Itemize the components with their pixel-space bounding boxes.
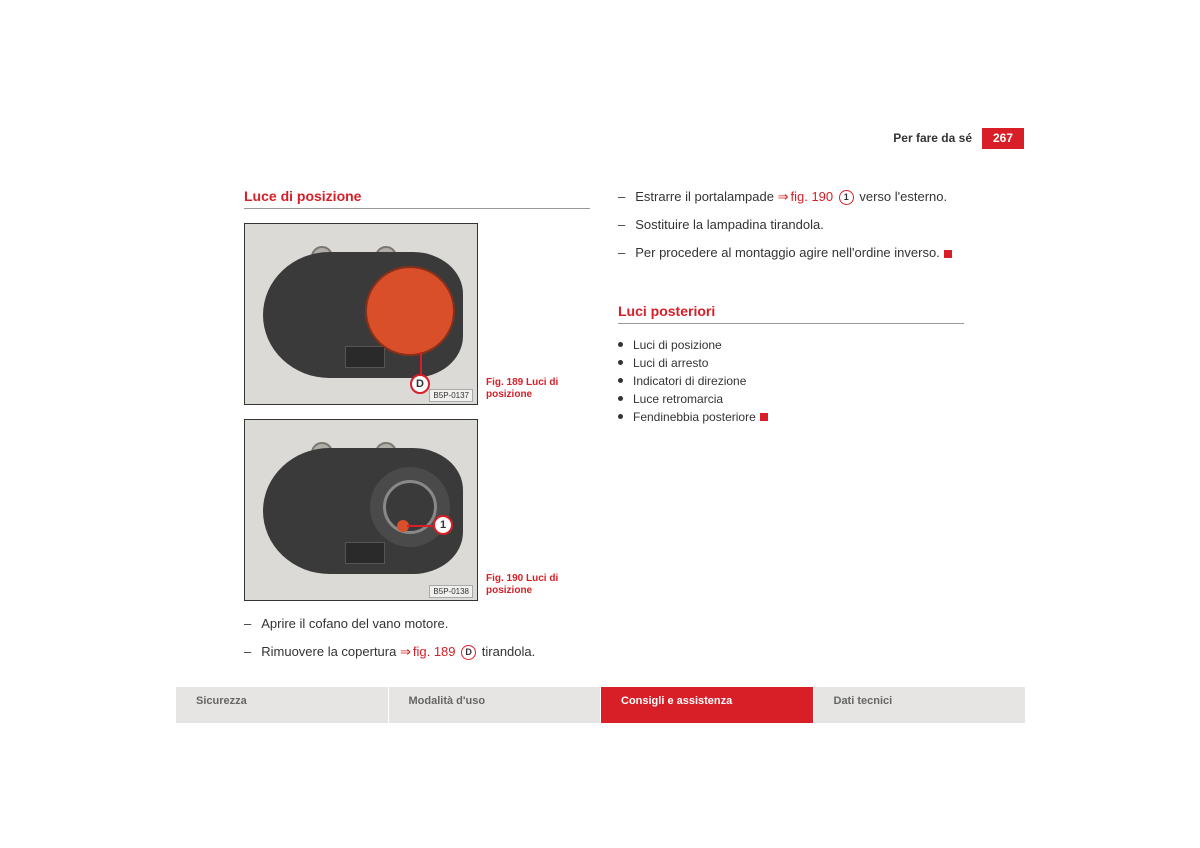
arrow-icon: ⇒ [778, 189, 789, 204]
bullet-icon [618, 360, 623, 365]
figure-number: Fig. 189 [486, 377, 523, 388]
bullet-icon [618, 342, 623, 347]
left-steps: – Aprire il cofano del vano motore. – Ri… [244, 615, 590, 661]
marker-d-label: D [416, 378, 424, 390]
callout-line [420, 352, 422, 376]
bullet-text: Fendinebbia posteriore [633, 410, 768, 424]
step-text: Per procedere al montaggio agire nell'or… [635, 244, 952, 262]
arrow-icon: ⇒ [400, 644, 411, 659]
right-steps: – Estrarre il portalampade ⇒fig. 190 1 v… [618, 188, 964, 263]
list-item: – Aprire il cofano del vano motore. [244, 615, 590, 633]
left-column: Luce di posizione D B5P-0137 [244, 188, 590, 671]
figure-190-block: 1 B5P-0138 Fig. 190 Luci di posizione [244, 419, 590, 601]
tab-dati-tecnici[interactable]: Dati tecnici [814, 687, 1027, 723]
tab-consigli-assistenza[interactable]: Consigli e assistenza [601, 687, 814, 723]
figure-190-image: 1 B5P-0138 [244, 419, 478, 601]
heading-luci-posteriori: Luci posteriori [618, 303, 964, 324]
list-item: Indicatori di direzione [618, 374, 964, 388]
callout-line [407, 525, 435, 527]
marker-1-label: 1 [440, 519, 446, 531]
figure-190-wrap: 1 B5P-0138 Fig. 190 Luci di posizione [244, 419, 590, 601]
marker-ref-1: 1 [839, 190, 854, 205]
right-column: – Estrarre il portalampade ⇒fig. 190 1 v… [618, 188, 964, 671]
tab-modalita-uso[interactable]: Modalità d'uso [389, 687, 602, 723]
cap-cover-icon [365, 266, 455, 356]
footer-tabs: Sicurezza Modalità d'uso Consigli e assi… [176, 687, 1026, 723]
bullet-icon [618, 414, 623, 419]
page-header: Per fare da sé 267 [893, 128, 1024, 149]
page: Per fare da sé 267 Luce di posizione D [0, 0, 1200, 848]
list-item: Luci di posizione [618, 338, 964, 352]
figure-189-block: D B5P-0137 Fig. 189 Luci di posizione [244, 223, 590, 405]
end-marker-icon [760, 413, 768, 421]
step-text: Rimuovere la copertura ⇒fig. 189 D tiran… [261, 643, 535, 661]
step-text: Estrarre il portalampade ⇒fig. 190 1 ver… [635, 188, 947, 206]
list-item: Luci di arresto [618, 356, 964, 370]
connector-panel [345, 346, 385, 368]
bullet-list: Luci di posizione Luci di arresto Indica… [618, 338, 964, 424]
section-title: Per fare da sé [893, 128, 982, 149]
dash-icon: – [618, 188, 625, 206]
bullet-text: Luce retromarcia [633, 392, 723, 406]
list-item: Luce retromarcia [618, 392, 964, 406]
image-code: B5P-0137 [429, 389, 473, 402]
figure-189-wrap: D B5P-0137 Fig. 189 Luci di posizione [244, 223, 590, 405]
figure-number: Fig. 190 [486, 573, 523, 584]
tab-sicurezza[interactable]: Sicurezza [176, 687, 389, 723]
list-item: – Sostituire la lampadina tirandola. [618, 216, 964, 234]
step-text: Sostituire la lampadina tirandola. [635, 216, 824, 234]
list-item: – Estrarre il portalampade ⇒fig. 190 1 v… [618, 188, 964, 206]
list-item: – Per procedere al montaggio agire nell'… [618, 244, 964, 262]
dash-icon: – [618, 216, 625, 234]
list-item: Fendinebbia posteriore [618, 410, 964, 424]
marker-ref-d: D [461, 645, 476, 660]
marker-d: D [410, 374, 430, 394]
bullet-text: Luci di arresto [633, 356, 708, 370]
dash-icon: – [244, 615, 251, 633]
figure-190-caption: Fig. 190 Luci di posizione [486, 573, 586, 601]
heading-luce-di-posizione: Luce di posizione [244, 188, 590, 209]
figure-189-image: D B5P-0137 [244, 223, 478, 405]
bullet-text: Indicatori di direzione [633, 374, 746, 388]
end-marker-icon [944, 250, 952, 258]
image-code: B5P-0138 [429, 585, 473, 598]
bullet-icon [618, 378, 623, 383]
step-text: Aprire il cofano del vano motore. [261, 615, 448, 633]
figure-reference: ⇒fig. 190 [778, 189, 834, 204]
list-item: – Rimuovere la copertura ⇒fig. 189 D tir… [244, 643, 590, 661]
connector-panel [345, 542, 385, 564]
bullet-icon [618, 396, 623, 401]
content-area: Luce di posizione D B5P-0137 [244, 188, 964, 671]
marker-1: 1 [433, 515, 453, 535]
bullet-text: Luci di posizione [633, 338, 722, 352]
dash-icon: – [244, 643, 251, 661]
figure-189-caption: Fig. 189 Luci di posizione [486, 377, 586, 405]
dash-icon: – [618, 244, 625, 262]
page-number: 267 [982, 128, 1024, 149]
figure-reference: ⇒fig. 189 [400, 644, 456, 659]
